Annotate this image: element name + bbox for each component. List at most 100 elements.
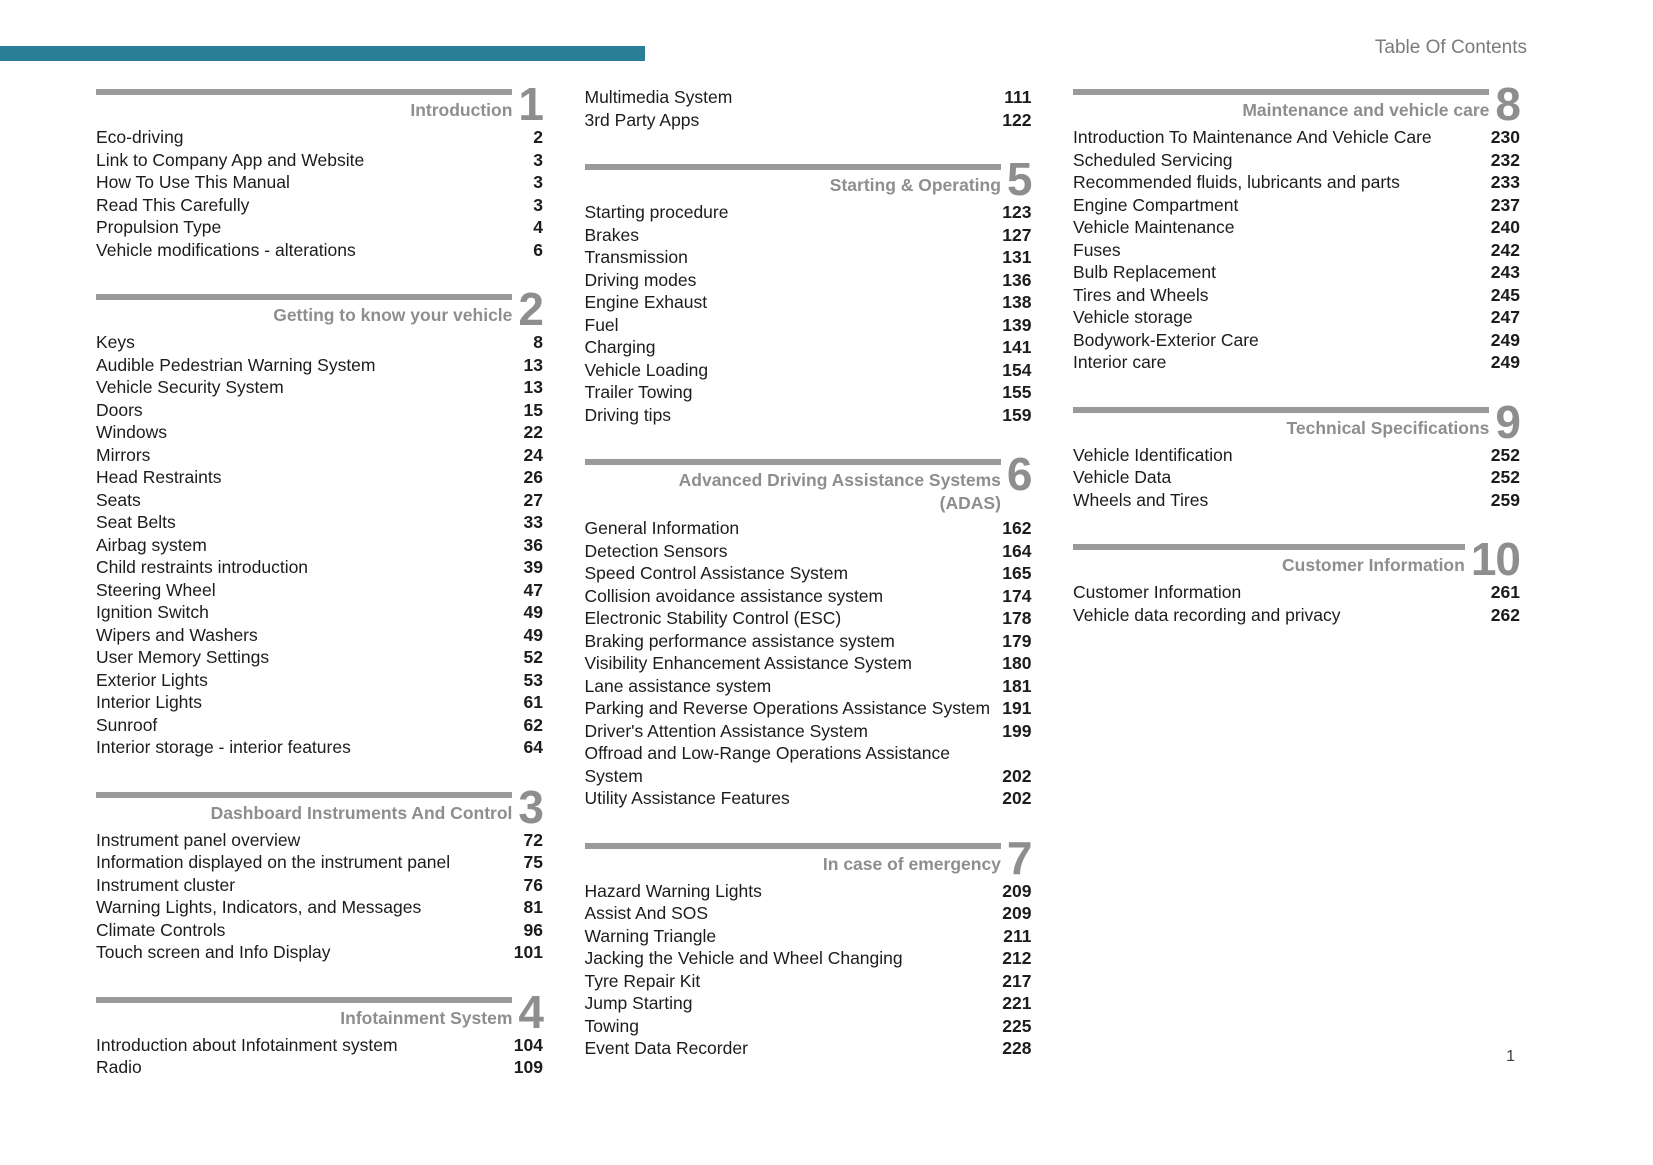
toc-entry[interactable]: Head Restraints 26 [96, 466, 543, 489]
toc-entry[interactable]: Introduction To Maintenance And Vehicle … [1073, 126, 1520, 149]
entry-label: Driver's Attention Assistance System [584, 720, 868, 741]
section-rule [96, 791, 513, 798]
toc-entry[interactable]: Fuses 242 [1073, 239, 1520, 262]
toc-entry[interactable]: Braking performance assistance system 17… [585, 630, 1032, 653]
toc-entry[interactable]: Engine Compartment 237 [1073, 194, 1520, 217]
toc-entry[interactable]: Child restraints introduction 39 [96, 556, 543, 579]
toc-entry[interactable]: Vehicle storage 247 [1073, 306, 1520, 329]
entry-page-number: 52 [523, 647, 543, 667]
entry-page-number: 252 [1490, 444, 1520, 465]
section-header-left: Getting to know your vehicle [96, 291, 513, 327]
toc-entry[interactable]: User Memory Settings 52 [96, 646, 543, 669]
section-title-line: Getting to know your vehicle [273, 305, 513, 325]
toc-entry[interactable]: Recommended fluids, lubricants and parts… [1073, 171, 1520, 194]
toc-entry[interactable]: How To Use This Manual 3 [96, 171, 543, 194]
toc-entry[interactable]: Driving tips 159 [585, 404, 1032, 427]
toc-entry[interactable]: Warning Lights, Indicators, and Messages… [96, 896, 543, 919]
toc-entry[interactable]: Jacking the Vehicle and Wheel Changing 2… [585, 947, 1032, 970]
toc-entry[interactable]: Ignition Switch 49 [96, 601, 543, 624]
toc-entry[interactable]: Assist And SOS 209 [585, 902, 1032, 925]
toc-entry[interactable]: Vehicle Data 252 [1073, 466, 1520, 489]
toc-section: Getting to know your vehicle 2 Keys 8 Au… [96, 286, 544, 759]
toc-entry[interactable]: Fuel 139 [585, 314, 1032, 337]
toc-entry[interactable]: Event Data Recorder 228 [585, 1037, 1032, 1060]
toc-entry[interactable]: Doors 15 [96, 399, 543, 422]
toc-entry[interactable]: Climate Controls 96 [96, 919, 543, 942]
toc-entry[interactable]: Instrument cluster 76 [96, 874, 543, 897]
toc-entry[interactable]: Windows 22 [96, 421, 543, 444]
toc-entry[interactable]: General Information 162 [585, 517, 1032, 540]
toc-entry[interactable]: Speed Control Assistance System 165 [585, 562, 1032, 585]
toc-entry[interactable]: Electronic Stability Control (ESC) 178 [585, 607, 1032, 630]
toc-entry[interactable]: Instrument panel overview 72 [96, 829, 543, 852]
toc-entry[interactable]: Scheduled Servicing 232 [1073, 149, 1520, 172]
toc-entry[interactable]: Hazard Warning Lights 209 [585, 880, 1032, 903]
toc-entry[interactable]: Wipers and Washers 49 [96, 624, 543, 647]
toc-entry[interactable]: Vehicle modifications - alterations 6 [96, 239, 543, 262]
entry-page-number: 96 [523, 919, 543, 940]
toc-entry[interactable]: Vehicle Identification 252 [1073, 444, 1520, 467]
toc-entry[interactable]: Parking and Reverse Operations Assistanc… [585, 697, 1032, 720]
toc-entry[interactable]: Wheels and Tires 259 [1073, 489, 1520, 512]
section-header: Advanced Driving Assistance Systems (ADAS… [584, 451, 1032, 514]
toc-entry[interactable]: Airbag system 36 [96, 534, 543, 557]
toc-entry[interactable]: Link to Company App and Website 3 [96, 149, 543, 172]
toc-entry[interactable]: Interior storage - interior features 64 [96, 736, 543, 759]
entry-page-number: 232 [1490, 149, 1520, 170]
toc-entry[interactable]: Customer Information 261 [1073, 581, 1520, 604]
toc-entry[interactable]: Read This Carefully 3 [96, 194, 543, 217]
toc-entry[interactable]: Introduction about Infotainment system 1… [96, 1034, 543, 1057]
toc-entry[interactable]: Propulsion Type 4 [96, 216, 543, 239]
toc-entry[interactable]: Bulb Replacement 243 [1073, 261, 1520, 284]
toc-entry[interactable]: Tyre Repair Kit 217 [585, 970, 1032, 993]
entry-page-number: 237 [1490, 194, 1520, 215]
toc-entry[interactable]: Sunroof 62 [96, 714, 543, 737]
toc-entry[interactable]: Lane assistance system 181 [585, 675, 1032, 698]
entry-label: Engine Compartment [1073, 194, 1239, 215]
toc-entry[interactable]: Detection Sensors 164 [585, 540, 1032, 563]
toc-entry[interactable]: Transmission 131 [585, 246, 1032, 269]
entry-page-number: 138 [1002, 292, 1032, 312]
toc-entry[interactable]: Offroad and Low-Range Operations Assista… [585, 742, 1032, 787]
section-title: Customer Information [1073, 554, 1465, 577]
entry-page-number: 262 [1490, 604, 1520, 625]
toc-entry[interactable]: Interior Lights 61 [96, 691, 543, 714]
toc-entry[interactable]: Touch screen and Info Display 101 [96, 941, 543, 964]
toc-entry[interactable]: Vehicle data recording and privacy 262 [1073, 604, 1520, 627]
toc-entry[interactable]: Keys 8 [96, 331, 543, 354]
toc-entry[interactable]: Radio 109 [96, 1056, 543, 1079]
toc-entry[interactable]: Utility Assistance Features 202 [585, 787, 1032, 810]
entry-page-number: 61 [523, 692, 543, 712]
toc-entry[interactable]: Towing 225 [585, 1015, 1032, 1038]
toc-entry[interactable]: Information displayed on the instrument … [96, 851, 543, 874]
toc-entry[interactable]: Eco-driving 2 [96, 126, 543, 149]
toc-entry[interactable]: 3rd Party Apps 122 [585, 109, 1032, 132]
toc-entry[interactable]: Warning Triangle 211 [585, 925, 1032, 948]
toc-entry[interactable]: Trailer Towing 155 [585, 381, 1032, 404]
toc-entry[interactable]: Exterior Lights 53 [96, 669, 543, 692]
toc-entry[interactable]: Starting procedure 123 [585, 201, 1032, 224]
toc-entry[interactable]: Brakes 127 [585, 224, 1032, 247]
toc-entry[interactable]: Interior care 249 [1073, 351, 1520, 374]
section-rule [584, 459, 1001, 465]
toc-entry[interactable]: Bodywork-Exterior Care 249 [1073, 329, 1520, 352]
toc-entry[interactable]: Tires and Wheels 245 [1073, 284, 1520, 307]
toc-entry[interactable]: Mirrors 24 [96, 444, 543, 467]
toc-entry[interactable]: Collision avoidance assistance system 17… [585, 585, 1032, 608]
toc-entry[interactable]: Jump Starting 221 [585, 992, 1032, 1015]
toc-entry[interactable]: Audible Pedestrian Warning System 13 [96, 354, 543, 377]
toc-entry[interactable]: Multimedia System 111 [585, 86, 1032, 109]
toc-entry[interactable]: Steering Wheel 47 [96, 579, 543, 602]
toc-entry[interactable]: Vehicle Maintenance 240 [1073, 216, 1520, 239]
entry-label: Introduction To Maintenance And Vehicle … [1073, 127, 1432, 147]
toc-entry[interactable]: Seats 27 [96, 489, 543, 512]
toc-entry[interactable]: Vehicle Loading 154 [585, 359, 1032, 382]
toc-entry[interactable]: Visibility Enhancement Assistance System… [585, 652, 1032, 675]
entry-page-number: 13 [523, 354, 543, 375]
toc-entry[interactable]: Driver's Attention Assistance System 199 [585, 720, 1032, 743]
toc-entry[interactable]: Seat Belts 33 [96, 511, 543, 534]
toc-entry[interactable]: Driving modes 136 [585, 269, 1032, 292]
toc-entry[interactable]: Charging 141 [585, 336, 1032, 359]
toc-entry[interactable]: Engine Exhaust 138 [585, 291, 1032, 314]
toc-entry[interactable]: Vehicle Security System 13 [96, 376, 543, 399]
